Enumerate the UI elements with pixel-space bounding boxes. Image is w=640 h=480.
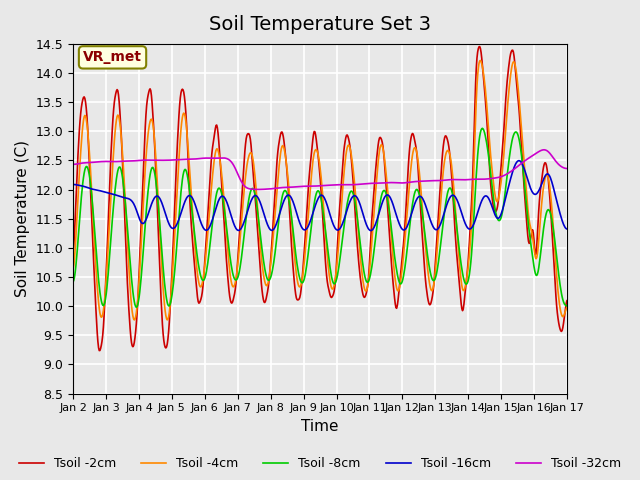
- Tsoil -2cm: [130, 343, 138, 348]
- Tsoil -16cm: [367, 228, 374, 233]
- Tsoil -2cm: [78, 100, 86, 106]
- Tsoil -8cm: [206, 243, 214, 249]
- Title: Soil Temperature Set 3: Soil Temperature Set 3: [209, 15, 431, 34]
- Tsoil -8cm: [479, 125, 486, 131]
- Tsoil -32cm: [563, 166, 571, 171]
- Tsoil -4cm: [180, 110, 188, 116]
- Tsoil -16cm: [515, 158, 523, 164]
- Tsoil -8cm: [129, 289, 137, 295]
- Tsoil -16cm: [563, 226, 571, 232]
- Tsoil -8cm: [132, 304, 140, 310]
- Tsoil -4cm: [129, 313, 137, 319]
- Tsoil -16cm: [69, 181, 77, 187]
- Tsoil -4cm: [380, 154, 388, 160]
- Tsoil -2cm: [69, 249, 77, 254]
- Tsoil -4cm: [131, 317, 138, 323]
- Tsoil -16cm: [179, 204, 187, 210]
- Tsoil -32cm: [205, 155, 213, 161]
- Tsoil -2cm: [395, 291, 403, 297]
- Text: VR_met: VR_met: [83, 50, 142, 64]
- Line: Tsoil -16cm: Tsoil -16cm: [73, 161, 567, 230]
- Tsoil -4cm: [395, 288, 403, 293]
- Tsoil -32cm: [540, 147, 548, 153]
- Line: Tsoil -8cm: Tsoil -8cm: [73, 128, 567, 307]
- Tsoil -8cm: [78, 187, 86, 192]
- Tsoil -32cm: [69, 161, 77, 167]
- Tsoil -4cm: [69, 266, 77, 272]
- Tsoil -8cm: [69, 279, 77, 285]
- Tsoil -2cm: [206, 179, 214, 185]
- Line: Tsoil -4cm: Tsoil -4cm: [73, 60, 567, 320]
- Tsoil -8cm: [180, 169, 188, 175]
- Tsoil -8cm: [395, 277, 403, 283]
- Tsoil -2cm: [476, 44, 484, 49]
- Tsoil -4cm: [477, 58, 484, 63]
- Tsoil -4cm: [78, 131, 86, 136]
- Line: Tsoil -2cm: Tsoil -2cm: [73, 47, 567, 350]
- Tsoil -8cm: [380, 188, 388, 193]
- Tsoil -32cm: [380, 180, 388, 186]
- Tsoil -2cm: [180, 89, 188, 95]
- Tsoil -32cm: [179, 156, 187, 162]
- Tsoil -16cm: [395, 219, 403, 225]
- Tsoil -32cm: [129, 158, 137, 164]
- Tsoil -4cm: [563, 305, 571, 311]
- Tsoil -16cm: [78, 183, 86, 189]
- X-axis label: Time: Time: [301, 419, 339, 434]
- Tsoil -2cm: [95, 348, 103, 353]
- Tsoil -16cm: [380, 195, 388, 201]
- Tsoil -8cm: [563, 303, 571, 309]
- Legend: Tsoil -2cm, Tsoil -4cm, Tsoil -8cm, Tsoil -16cm, Tsoil -32cm: Tsoil -2cm, Tsoil -4cm, Tsoil -8cm, Tsoi…: [14, 452, 626, 475]
- Tsoil -32cm: [255, 187, 262, 192]
- Tsoil -16cm: [129, 200, 137, 205]
- Tsoil -16cm: [205, 225, 213, 231]
- Line: Tsoil -32cm: Tsoil -32cm: [73, 150, 567, 190]
- Tsoil -2cm: [380, 156, 388, 162]
- Tsoil -32cm: [395, 180, 403, 186]
- Tsoil -2cm: [563, 298, 571, 303]
- Tsoil -4cm: [206, 204, 214, 210]
- Y-axis label: Soil Temperature (C): Soil Temperature (C): [15, 140, 30, 297]
- Tsoil -32cm: [78, 160, 86, 166]
